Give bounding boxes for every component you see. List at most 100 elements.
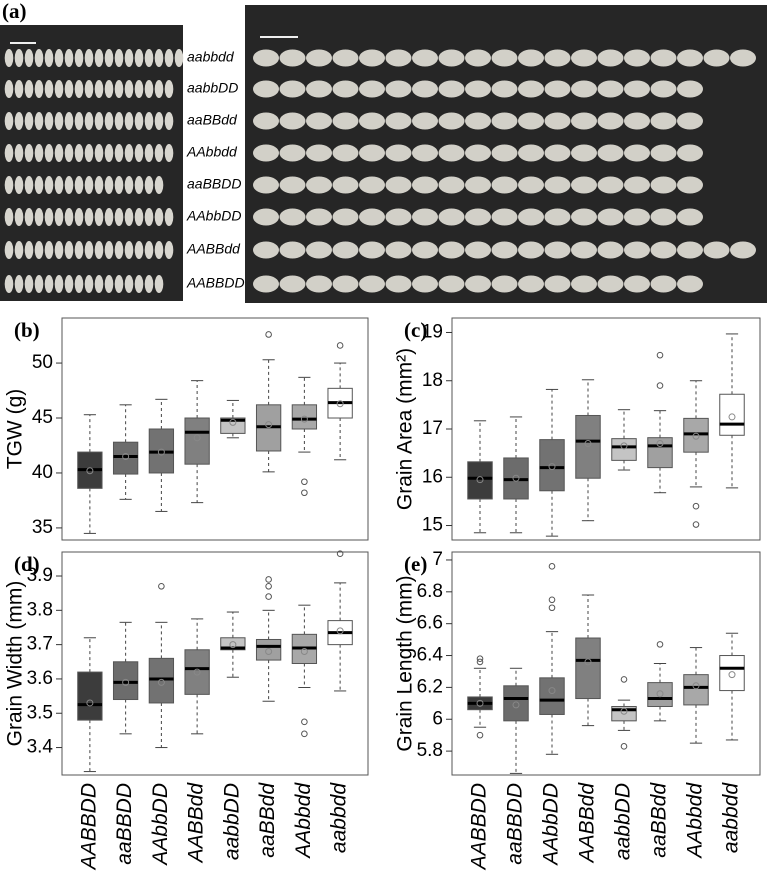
outlier	[620, 676, 628, 683]
y-tick-label: 15	[422, 515, 443, 536]
x-tick-label: AAbbdd	[684, 782, 707, 860]
grain	[332, 176, 359, 194]
grain	[544, 49, 571, 67]
outlier	[692, 502, 700, 510]
grain	[491, 80, 518, 98]
outlier	[476, 655, 484, 663]
grain	[154, 275, 164, 293]
box	[503, 685, 529, 722]
grain	[104, 112, 114, 130]
x-tick-label: AABBdd	[576, 782, 599, 865]
grain	[332, 144, 359, 162]
y-tick-label: 3.7	[27, 634, 53, 655]
mean	[512, 474, 520, 482]
grain	[14, 275, 24, 293]
grain	[438, 176, 465, 194]
grain	[4, 208, 14, 226]
grain	[54, 144, 64, 162]
grain	[518, 80, 544, 98]
grain	[306, 275, 332, 293]
grain	[64, 241, 74, 259]
grain	[64, 275, 74, 293]
grain	[253, 80, 279, 98]
grain	[677, 176, 703, 194]
grain	[544, 208, 571, 226]
grain	[24, 275, 34, 293]
y-tick-label: 3.6	[27, 668, 53, 689]
x-tick-label: aaBBDD	[113, 783, 136, 865]
mean	[476, 476, 484, 484]
grain	[650, 241, 677, 259]
grain	[465, 112, 491, 130]
grain	[24, 49, 34, 67]
grain	[124, 176, 134, 194]
outlier	[656, 641, 664, 648]
y-tick-label: 35	[32, 517, 53, 538]
grain	[359, 208, 385, 226]
grain	[597, 112, 624, 130]
grain	[650, 144, 677, 162]
grain	[104, 241, 114, 259]
grain	[385, 208, 412, 226]
grain	[438, 144, 465, 162]
grain	[465, 208, 491, 226]
grain	[279, 80, 306, 98]
grain	[491, 241, 518, 259]
grain	[4, 241, 14, 259]
grain	[677, 144, 703, 162]
y-tick-label: 18	[422, 370, 443, 391]
grain	[412, 80, 438, 98]
grain	[385, 112, 412, 130]
grain	[624, 176, 650, 194]
grain	[597, 176, 624, 194]
genotype-label: aabbdd	[187, 49, 235, 65]
grain	[14, 80, 24, 98]
grain	[703, 49, 730, 67]
mean	[336, 627, 344, 635]
grain	[650, 49, 677, 67]
grain	[4, 49, 14, 67]
outlier	[476, 658, 484, 666]
grain	[465, 241, 491, 259]
grain	[491, 176, 518, 194]
y-axis-title: Grain Width (mm)	[4, 581, 27, 747]
outlier	[656, 382, 664, 389]
grain	[385, 144, 412, 162]
grain	[359, 49, 385, 67]
x-tick-label: AAbbDD	[149, 783, 172, 867]
mean	[620, 707, 628, 715]
box	[539, 677, 565, 715]
grain	[385, 80, 412, 98]
outlier	[265, 593, 272, 600]
y-tick-label: 17	[422, 418, 443, 439]
grain	[174, 49, 184, 67]
grain	[624, 208, 650, 226]
grain	[438, 241, 465, 259]
grain	[74, 275, 84, 293]
y-axis-title: TGW (g)	[4, 389, 27, 469]
grain	[465, 80, 491, 98]
outlier	[548, 596, 556, 604]
grain	[253, 112, 279, 130]
grain	[34, 241, 44, 259]
grain	[154, 49, 164, 67]
grain	[154, 241, 164, 259]
grain	[14, 208, 24, 226]
plot-frame	[61, 317, 369, 541]
grain	[677, 49, 703, 67]
grain	[74, 176, 84, 194]
grain	[164, 208, 174, 226]
grain	[74, 112, 84, 130]
box	[112, 441, 139, 475]
grain	[144, 49, 154, 67]
grain	[332, 241, 359, 259]
grain	[54, 241, 64, 259]
grain	[74, 80, 84, 98]
grain	[4, 275, 14, 293]
grain	[385, 176, 412, 194]
grain	[84, 176, 94, 194]
grain	[491, 112, 518, 130]
grain	[677, 275, 703, 293]
grain	[34, 176, 44, 194]
panel-label: (e)	[404, 552, 427, 576]
